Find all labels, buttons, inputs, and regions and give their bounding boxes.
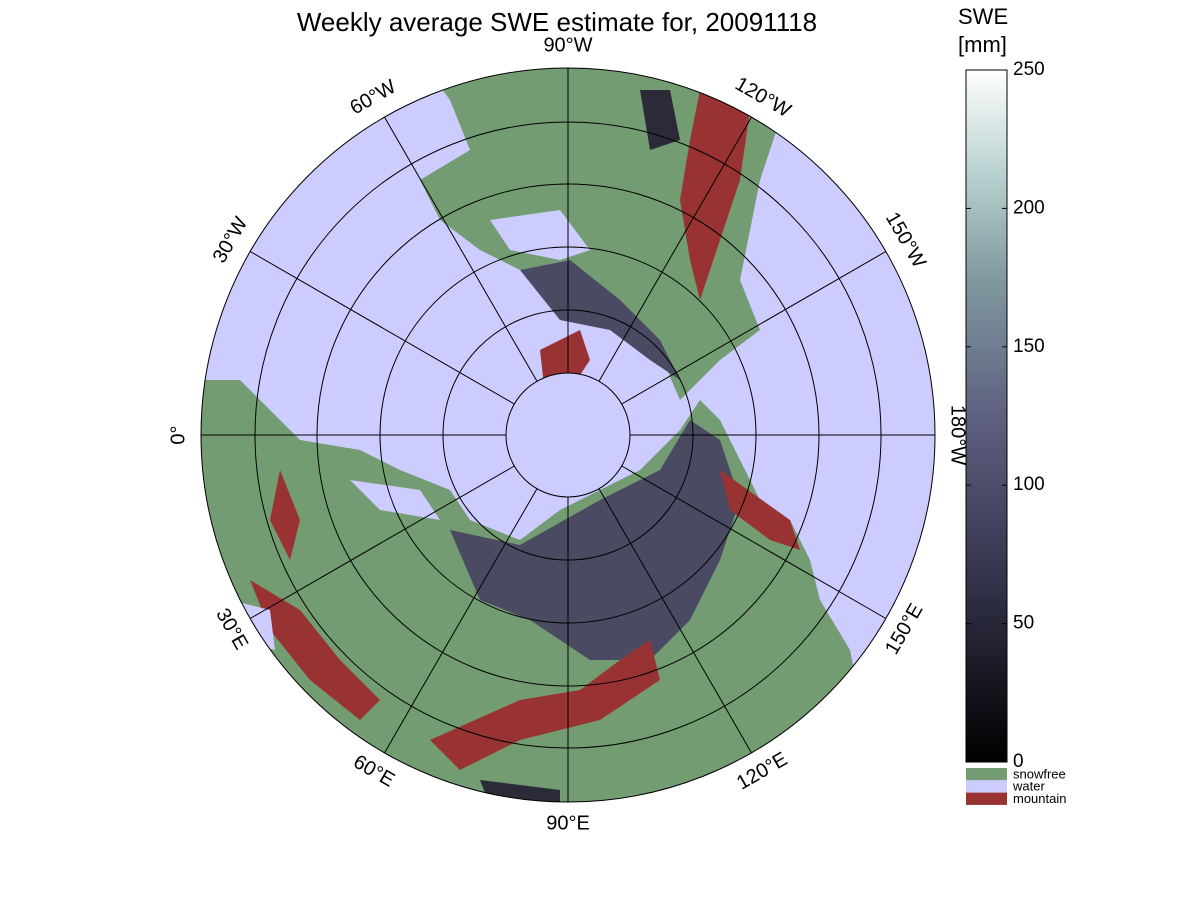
meridian [621, 465, 887, 619]
mountain [720, 470, 800, 550]
polar-cap [506, 373, 630, 497]
meridian [598, 488, 752, 754]
meridian [249, 465, 515, 619]
legend-swatch [966, 768, 1007, 781]
legend-label: snowfree [1013, 766, 1066, 781]
meridian [384, 488, 538, 754]
colorbar [965, 69, 1008, 763]
legend-swatch [966, 792, 1007, 805]
colorbar-tick-label: 0 [1013, 751, 1024, 772]
colorbar-tick-label: 100 [1013, 474, 1045, 495]
legend-swatch [966, 780, 1007, 793]
snow-cover [480, 780, 560, 802]
snow-cover [450, 420, 740, 660]
colorbar-label: [mm] [958, 32, 1007, 57]
legend-label: water [1012, 779, 1045, 794]
meridian-label: 180°W [947, 405, 969, 465]
graticule [200, 67, 936, 803]
meridian-label: 90°W [543, 34, 592, 56]
meridian [598, 116, 752, 382]
colorbar-tick-label: 50 [1013, 613, 1034, 634]
map-area [201, 68, 935, 802]
snow-cover [640, 90, 680, 150]
mountain [270, 470, 300, 560]
meridian [621, 251, 887, 405]
colorbar-tick-label: 150 [1013, 336, 1045, 357]
lake [350, 480, 440, 520]
colorbar-label: SWE [958, 4, 1008, 29]
colorbar-tick-label: 200 [1013, 197, 1045, 218]
colorbar-tick-label: 250 [1013, 59, 1045, 80]
snow-cover [520, 260, 680, 380]
legend-label: mountain [1013, 791, 1066, 806]
meridian-label: 0° [167, 425, 189, 444]
meridian [384, 116, 538, 382]
mountain [250, 580, 380, 720]
map-title: Weekly average SWE estimate for, 2009111… [297, 7, 817, 37]
mountain [680, 90, 750, 300]
meridian [249, 251, 515, 405]
meridian-label: 90°E [546, 812, 590, 834]
